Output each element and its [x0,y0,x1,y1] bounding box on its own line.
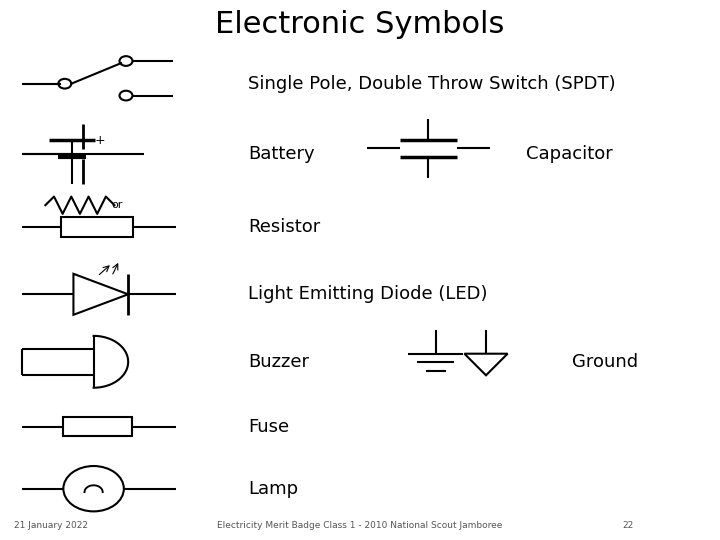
Text: 22: 22 [623,521,634,530]
Bar [63,417,132,436]
Text: Lamp: Lamp [248,480,299,498]
Text: Fuse: Fuse [248,417,289,436]
Text: or: or [112,200,123,210]
Text: Buzzer: Buzzer [248,353,310,371]
Text: Ground: Ground [572,353,639,371]
Text: Single Pole, Double Throw Switch (SPDT): Single Pole, Double Throw Switch (SPDT) [248,75,616,93]
Text: 21 January 2022: 21 January 2022 [14,521,89,530]
Bar [61,217,133,237]
Text: Light Emitting Diode (LED): Light Emitting Diode (LED) [248,285,488,303]
Text: Electricity Merit Badge Class 1 - 2010 National Scout Jamboree: Electricity Merit Badge Class 1 - 2010 N… [217,521,503,530]
Text: Resistor: Resistor [248,218,320,236]
Text: Electronic Symbols: Electronic Symbols [215,10,505,39]
Text: +: + [95,134,106,147]
Text: Battery: Battery [248,145,315,163]
Text: Capacitor: Capacitor [526,145,612,163]
